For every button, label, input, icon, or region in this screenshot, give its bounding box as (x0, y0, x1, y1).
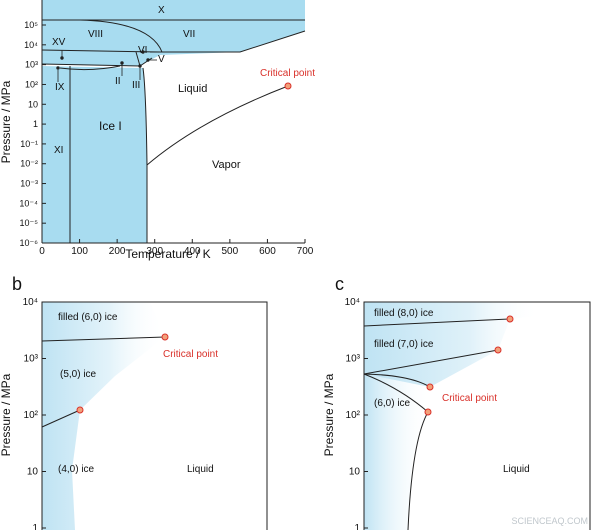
region-labels-b: filled (6,0) ice (5,0) ice (4,0) ice Liq… (58, 312, 214, 475)
critical-point-marker (506, 315, 514, 323)
ice-i-region (42, 66, 147, 243)
high-pressure-ice-region (42, 0, 305, 66)
region-label: (5,0) ice (60, 369, 97, 380)
region-label: VIII (88, 29, 103, 40)
boundary-liquid-vapor (146, 85, 289, 166)
y-tick-label: 10² (25, 79, 38, 89)
region-label: filled (8,0) ice (374, 308, 434, 319)
panel-b: b Critical point filled (6,0) ice (5,0) … (0, 274, 268, 530)
region-label: V (158, 54, 165, 65)
critical-point-label: Critical point (442, 393, 497, 404)
y-tick-label: 10⁵ (24, 20, 38, 30)
y-tick-label: 10 (28, 99, 38, 109)
panel-a: X VIII VII XV VI V II III IX Ice I XI Li… (0, 0, 315, 261)
panel-c: c Critical point filled (8,0) ice filled… (322, 274, 591, 530)
ice-region-b (42, 302, 165, 530)
region-labels-c: filled (8,0) ice filled (7,0) ice (6,0) … (374, 308, 530, 475)
critical-point-marker (424, 408, 432, 416)
y-tick-label: 10⁻⁴ (19, 198, 38, 208)
y-tick-label: 10⁴ (24, 40, 38, 50)
region-label: III (132, 80, 140, 91)
axes-frame-a (41, 0, 305, 244)
y-tick-label: 10 (349, 467, 361, 478)
x-axis-label: Temperature / K (125, 247, 210, 261)
x-tick-label: 400 (184, 246, 201, 257)
x-tick-label: 500 (222, 246, 239, 257)
region-label: Liquid (178, 83, 207, 95)
panel-label-c: c (335, 274, 344, 294)
region-label: (6,0) ice (374, 398, 411, 409)
critical-point-marker (284, 82, 292, 90)
region-label: Ice I (99, 119, 122, 133)
y-tick-label: 10² (24, 410, 39, 421)
phase-boundaries-b (41, 336, 166, 428)
y-axis-label: Pressure / MPa (0, 373, 13, 456)
x-tick-label: 600 (259, 246, 276, 257)
critical-point-marker (76, 406, 84, 414)
y-tick-label: 10³ (346, 354, 361, 365)
region-label: XI (54, 145, 63, 156)
critical-point-marker (494, 346, 502, 354)
axes-frame-b (41, 301, 268, 530)
x-tick-label: 200 (109, 246, 126, 257)
y-tick-label: 10⁻¹ (20, 139, 38, 149)
boundary-ii (41, 63, 141, 67)
critical-point-label: Critical point (163, 349, 218, 360)
boundary-ix (59, 65, 121, 71)
y-tick-label: 1 (33, 119, 38, 129)
region-pointers-a (56, 50, 157, 82)
y-tick-label: 10 (27, 467, 39, 478)
y-tick-label: 10³ (24, 354, 39, 365)
region-label: filled (7,0) ice (374, 339, 434, 350)
critical-point-label: Critical point (260, 68, 315, 79)
phase-boundaries-c (363, 318, 511, 530)
region-label: IX (55, 82, 65, 93)
y-tick-label: 10³ (25, 60, 38, 70)
y-axis-label: Pressure / MPa (0, 80, 13, 163)
y-tick-label: 10² (346, 410, 361, 421)
region-label: VII (183, 29, 195, 40)
region-label: Vapor (212, 159, 241, 171)
region-label: Liquid (187, 464, 214, 475)
watermark: SCIENCEAQ.COM (511, 516, 588, 526)
critical-point-marker (161, 333, 169, 341)
y-tick-label: 1 (354, 523, 360, 530)
y-tick-label: 10⁻⁶ (20, 238, 39, 248)
y-tick-label: 1 (32, 523, 38, 530)
region-label: II (115, 76, 121, 87)
x-tick-label: 0 (39, 246, 45, 257)
axes-frame-c (363, 301, 591, 530)
boundary-viii-vii (79, 19, 163, 53)
y-tick-label: 10⁴ (23, 297, 38, 308)
ice-region-c (364, 374, 430, 530)
boundary-vii-liquid (150, 30, 306, 53)
axis-ticks-c: 1 10 10² 10³ 10⁴ (345, 297, 368, 530)
panel-label-b: b (12, 274, 22, 294)
y-axis-label: Pressure / MPa (322, 373, 336, 456)
y-tick-label: 10⁻³ (20, 179, 38, 189)
phase-boundaries (41, 19, 306, 243)
x-tick-label: 100 (71, 246, 88, 257)
axis-ticks-a: 0 100 200 300 400 500 600 700 10⁻⁶ 10⁻⁵ 10⁻⁴ 10⁻³ 10… (19, 20, 313, 257)
region-label: filled (6,0) ice (58, 312, 118, 323)
y-tick-label: 10⁻² (20, 159, 38, 169)
axis-ticks-b: 1 10 10² 10³ 10⁴ (23, 297, 46, 530)
critical-point-marker (426, 383, 434, 391)
y-tick-label: 10⁴ (345, 297, 360, 308)
region-label: (4,0) ice (58, 464, 95, 475)
region-label: XV (52, 37, 66, 48)
x-tick-label: 700 (297, 246, 314, 257)
region-label: Liquid (503, 464, 530, 475)
x-tick-label: 300 (146, 246, 163, 257)
boundary-ice-i (142, 67, 148, 243)
region-label: X (158, 5, 165, 16)
y-tick-label: 10⁻⁵ (20, 218, 39, 228)
